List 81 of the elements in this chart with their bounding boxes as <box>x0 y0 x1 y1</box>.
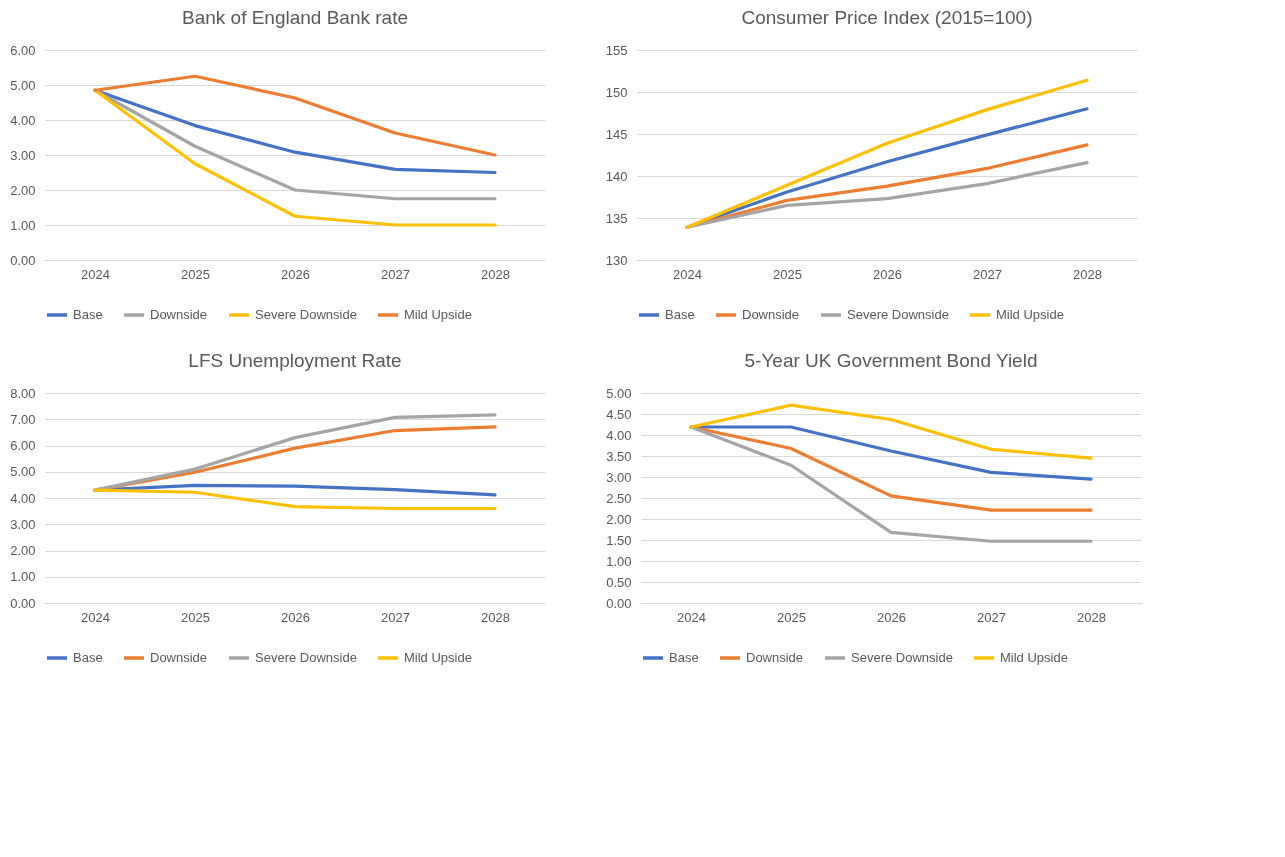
y-tick-label: 1.00 <box>10 217 36 233</box>
legend-label: Mild Upside <box>404 307 472 322</box>
x-tick-label: 2024 <box>81 266 110 282</box>
y-tick-label: 6.00 <box>10 42 36 58</box>
legend-label: Severe Downside <box>851 650 953 665</box>
y-tick-label: 8.00 <box>10 385 36 401</box>
y-tick-label: 4.00 <box>10 490 36 506</box>
y-tick-label: 4.50 <box>606 406 632 422</box>
x-tick-label: 2027 <box>381 266 410 282</box>
line-series <box>689 425 1093 543</box>
x-tick-label: 2026 <box>877 609 906 625</box>
x-tick-label: 2027 <box>381 609 410 625</box>
chart-title: LFS Unemployment Rate <box>188 350 402 371</box>
y-tick-label: 4.00 <box>606 427 632 443</box>
y-tick-label: 2.00 <box>10 182 36 198</box>
x-tick-label: 2027 <box>977 609 1006 625</box>
y-tick-label: 2.50 <box>606 490 632 506</box>
x-tick-label: 2028 <box>481 266 510 282</box>
y-tick-label: 0.00 <box>10 252 36 268</box>
y-tick-label: 2.00 <box>10 543 36 558</box>
y-tick-label: 140 <box>605 168 628 184</box>
y-tick-label: 130 <box>605 252 628 268</box>
line-series <box>685 160 1089 229</box>
legend-label: Mild Upside <box>1000 650 1068 665</box>
line-series <box>689 403 1093 460</box>
legend-label: Severe Downside <box>255 650 357 665</box>
chart-title: 5-Year UK Government Bond Yield <box>744 350 1038 371</box>
y-tick-label: 0.00 <box>10 595 36 611</box>
legend-label: Base <box>669 650 699 665</box>
y-tick-label: 6.00 <box>10 438 36 453</box>
y-tick-label: 0.50 <box>606 574 632 590</box>
y-tick-label: 3.00 <box>10 147 36 163</box>
line-series <box>93 413 497 492</box>
legend-label: Mild Upside <box>996 307 1064 322</box>
x-tick-label: 2025 <box>181 266 210 282</box>
x-tick-label: 2024 <box>81 609 110 625</box>
line-series <box>93 488 497 511</box>
line-series <box>93 88 497 227</box>
line-series <box>93 74 497 157</box>
legend-label: Base <box>73 650 103 665</box>
x-tick-label: 2024 <box>673 266 702 282</box>
x-tick-label: 2026 <box>281 609 310 625</box>
x-tick-label: 2025 <box>181 609 210 625</box>
y-tick-label: 1.50 <box>606 532 632 548</box>
x-tick-label: 2028 <box>1077 609 1106 625</box>
y-tick-label: 0.00 <box>606 595 632 611</box>
legend-label: Severe Downside <box>847 307 949 322</box>
x-tick-label: 2024 <box>677 609 706 625</box>
x-tick-label: 2025 <box>777 609 806 625</box>
legend-label: Mild Upside <box>404 650 472 665</box>
legend-label: Downside <box>150 307 208 322</box>
chart-title: Bank of England Bank rate <box>181 7 409 28</box>
x-tick-label: 2027 <box>973 266 1002 282</box>
legend-label: Base <box>665 307 695 322</box>
y-tick-label: 4.00 <box>10 112 36 128</box>
y-tick-label: 145 <box>605 126 628 142</box>
legend-label: Base <box>73 307 103 322</box>
y-tick-label: 5.00 <box>606 385 632 401</box>
x-tick-label: 2028 <box>481 609 510 625</box>
legend-label: Downside <box>742 307 800 322</box>
y-tick-label: 3.00 <box>606 469 632 485</box>
y-tick-label: 3.00 <box>10 516 36 532</box>
y-tick-label: 3.50 <box>606 448 632 464</box>
y-tick-label: 5.00 <box>10 464 36 480</box>
y-tick-label: 155 <box>605 42 628 58</box>
x-tick-label: 2028 <box>1073 266 1102 282</box>
x-tick-label: 2026 <box>873 266 902 282</box>
chart-title: Consumer Price Index (2015=100) <box>741 7 1033 28</box>
y-tick-label: 150 <box>605 84 628 100</box>
y-tick-label: 135 <box>605 210 628 226</box>
y-tick-label: 5.00 <box>10 77 36 93</box>
y-tick-label: 1.00 <box>10 569 36 585</box>
y-tick-label: 7.00 <box>10 411 36 427</box>
legend-label: Downside <box>746 650 804 665</box>
x-tick-label: 2025 <box>773 266 802 282</box>
y-tick-label: 2.00 <box>606 511 632 527</box>
y-tick-label: 1.00 <box>606 553 632 569</box>
legend-label: Downside <box>150 650 208 665</box>
line-series <box>685 78 1089 229</box>
x-tick-label: 2026 <box>281 266 310 282</box>
legend-label: Severe Downside <box>255 307 357 322</box>
